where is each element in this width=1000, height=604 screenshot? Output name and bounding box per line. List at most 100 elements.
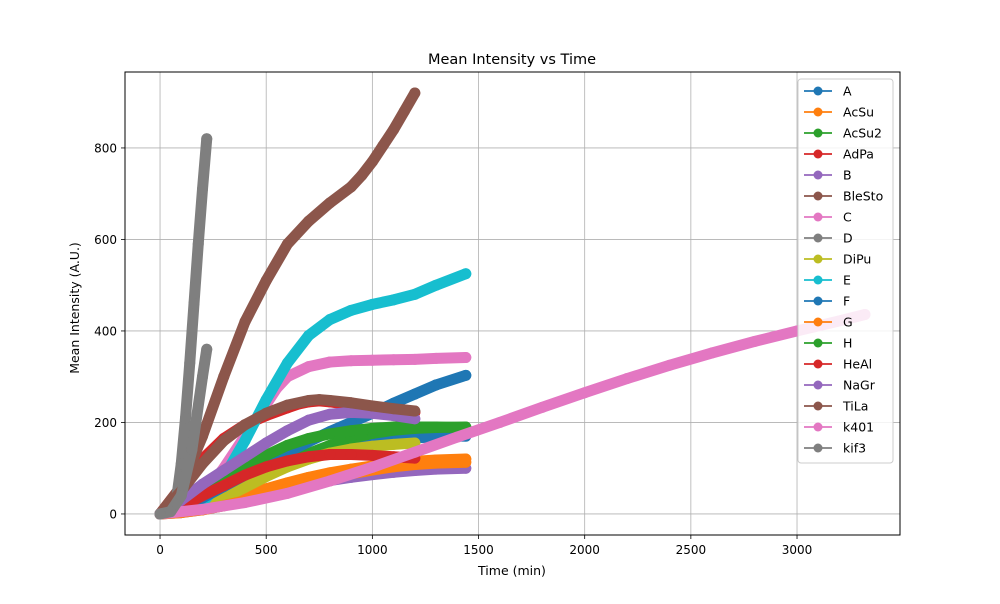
legend-swatch-marker [813, 212, 823, 222]
data-point [239, 316, 251, 328]
data-point [281, 399, 293, 411]
data-point [430, 457, 442, 469]
data-point [218, 464, 230, 476]
data-point [345, 425, 357, 437]
legend-item: B [804, 168, 852, 183]
data-point [430, 379, 442, 391]
data-point [303, 432, 315, 444]
data-point [260, 449, 272, 461]
legend-swatch-marker [813, 422, 823, 432]
legend-swatch-marker [813, 401, 823, 411]
data-point [303, 330, 315, 342]
legend-label: C [843, 210, 852, 225]
legend-item: TiLa [804, 399, 868, 414]
legend-label: AcSu2 [843, 126, 882, 141]
data-point [154, 508, 166, 520]
data-point [388, 124, 400, 136]
data-point [324, 314, 336, 326]
data-point [706, 347, 718, 359]
data-point [621, 373, 633, 385]
data-point [197, 183, 208, 195]
legend-swatch-marker [813, 380, 823, 390]
y-tick-label: 800 [94, 141, 117, 155]
axes-frame [124, 71, 901, 536]
legend-item: C [804, 210, 852, 225]
data-point [324, 356, 336, 368]
data-point [409, 288, 421, 300]
data-point [260, 394, 272, 406]
data-point [188, 298, 200, 309]
legend-label: E [843, 273, 851, 288]
data-point [664, 359, 676, 371]
data-point [303, 451, 315, 463]
data-point [218, 480, 230, 492]
data-point [192, 238, 204, 250]
data-point [201, 133, 213, 145]
data-point [345, 406, 357, 418]
legend-item: BleSto [804, 189, 883, 204]
legend-label: k401 [843, 420, 874, 435]
data-point [303, 215, 315, 227]
legend-item: k401 [804, 420, 874, 435]
data-point [281, 439, 293, 451]
data-point [366, 354, 378, 366]
x-tick-label: 3000 [782, 543, 813, 557]
data-point [303, 361, 315, 373]
data-point [197, 503, 208, 515]
data-point [239, 497, 251, 509]
legend-item: E [804, 273, 851, 288]
data-point [409, 446, 421, 458]
legend-item: NaGr [804, 378, 876, 393]
data-point [366, 440, 378, 452]
x-tick-label: 2500 [676, 543, 707, 557]
data-point [260, 437, 272, 449]
legend-swatch-marker [813, 170, 823, 180]
series-line [154, 87, 421, 520]
y-axis-label: Mean Intensity (A.U.) [67, 242, 82, 374]
legend-swatch-marker [813, 275, 823, 285]
data-point [409, 421, 421, 433]
data-point [281, 357, 293, 369]
legend-swatch-marker [813, 107, 823, 117]
data-point [388, 294, 400, 306]
data-point [239, 469, 251, 481]
data-point [260, 461, 272, 473]
y-tick-label: 0 [109, 507, 117, 521]
legend-swatch-marker [813, 296, 823, 306]
legend-label: D [843, 231, 853, 246]
legend-swatch-marker [813, 443, 823, 453]
data-point [345, 397, 357, 409]
series-NaGr [154, 406, 421, 520]
x-tick-label: 0 [156, 543, 164, 557]
data-point [345, 181, 357, 193]
data-point [377, 140, 389, 152]
data-point [409, 405, 421, 417]
plot-area [154, 87, 871, 520]
legend-item: DiPu [804, 252, 871, 267]
legend-item: AdPa [804, 147, 874, 162]
data-point [201, 343, 213, 355]
chart-title: Mean Intensity vs Time [428, 52, 596, 68]
legend-item: kif3 [804, 441, 866, 456]
legend-swatch-marker [813, 317, 823, 327]
data-point [186, 444, 198, 456]
legend-item: AcSu2 [804, 126, 882, 141]
data-point [281, 487, 293, 499]
legend-label: kif3 [843, 441, 866, 456]
data-point [260, 407, 272, 419]
legend-label: A [843, 84, 852, 99]
series-line [154, 308, 871, 520]
legend-item: HeAl [804, 357, 872, 372]
data-point [345, 355, 357, 367]
data-point [366, 400, 378, 412]
data-point [218, 435, 230, 447]
data-point [184, 357, 196, 369]
data-point [366, 156, 378, 168]
legend-item: G [804, 315, 853, 330]
data-point [180, 412, 192, 424]
data-point [451, 431, 463, 443]
legend-item: A [804, 84, 852, 99]
data-point [749, 335, 761, 347]
